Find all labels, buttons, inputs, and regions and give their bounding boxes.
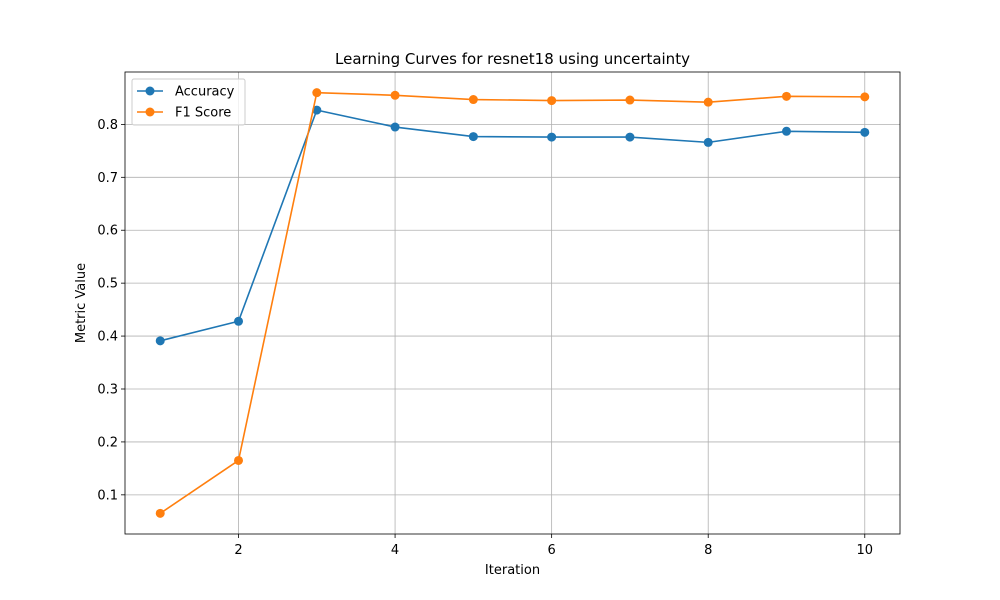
y-tick-label: 0.5 xyxy=(97,277,118,292)
accuracy-point xyxy=(468,132,478,142)
y-tick-label: 0.6 xyxy=(97,224,118,239)
y-axis-label: Metric Value xyxy=(74,263,89,343)
y-tick-label: 0.4 xyxy=(97,330,118,345)
accuracy-point xyxy=(625,132,635,142)
f1-score-point xyxy=(625,95,635,105)
accuracy-point xyxy=(860,127,870,137)
axes-frame xyxy=(124,71,901,535)
f1-score-point xyxy=(155,508,165,518)
f1-score-point xyxy=(468,95,478,105)
accuracy-point xyxy=(155,336,165,346)
x-tick-label: 2 xyxy=(234,543,242,558)
y-tick-label: 0.1 xyxy=(97,488,118,503)
x-tick-label: 6 xyxy=(548,543,556,558)
f1-score-line xyxy=(159,91,865,515)
accuracy-point xyxy=(781,126,791,136)
accuracy-point xyxy=(703,137,713,147)
legend-label-f1-score: F1 Score xyxy=(175,106,231,121)
f1-score-point xyxy=(547,96,557,106)
series-f1-score xyxy=(155,88,870,518)
accuracy-point xyxy=(547,132,557,142)
y-tick-label: 0.8 xyxy=(97,118,118,133)
y-tick-label: 0.2 xyxy=(97,435,118,450)
series-accuracy xyxy=(155,105,870,346)
y-tick-label: 0.7 xyxy=(97,171,118,186)
f1-score-point xyxy=(703,97,713,107)
x-tick-label: 4 xyxy=(391,543,399,558)
x-axis-label: Iteration xyxy=(485,563,540,578)
accuracy-line xyxy=(160,109,865,342)
accuracy-point xyxy=(312,105,322,115)
x-tick-label: 8 xyxy=(704,543,712,558)
legend: Accuracy F1 Score xyxy=(131,78,246,126)
f1-score-point xyxy=(312,88,322,98)
y-tick-label: 0.3 xyxy=(97,382,118,397)
f1-score-point xyxy=(234,455,244,465)
legend-marker-f1-score xyxy=(145,107,155,117)
x-tick-label: 10 xyxy=(856,543,873,558)
accuracy-point xyxy=(234,316,244,326)
accuracy-point xyxy=(390,122,400,132)
f1-score-point xyxy=(781,91,791,101)
ticks: 2 4 6 8 10 0.1 0.2 0.3 0.4 0.5 0.6 0.7 0.8 xyxy=(97,118,873,558)
chart-title: Learning Curves for resnet18 using uncer… xyxy=(335,50,690,68)
legend-label-accuracy: Accuracy xyxy=(175,85,235,100)
legend-marker-accuracy xyxy=(145,86,155,96)
f1-score-point xyxy=(390,90,400,100)
series-group xyxy=(155,88,870,518)
f1-score-point xyxy=(860,92,870,102)
